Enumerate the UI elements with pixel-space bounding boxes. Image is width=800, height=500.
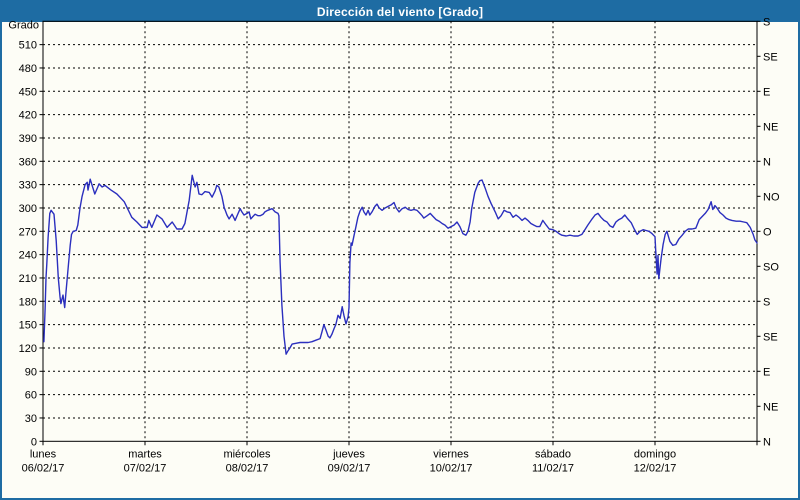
x-day-label: martes	[128, 448, 162, 460]
y-left-tick-label: 360	[19, 156, 37, 168]
x-day-label: jueves	[332, 448, 365, 460]
x-day-label: miércoles	[223, 448, 271, 460]
chart-title-bar: Dirección del viento [Grado]	[2, 2, 798, 22]
wind-direction-series	[43, 174, 758, 355]
wind-direction-chart: 0 30 60 90 120 150 180 210 240 270 300 330 360 390 420…	[8, 16, 780, 474]
compass-label: N	[763, 436, 771, 448]
x-date-label: 10/02/17	[430, 462, 473, 474]
y-left-tick-label: 240	[19, 250, 37, 262]
y-left-tick-label: 180	[19, 296, 37, 308]
compass-label: S	[763, 16, 770, 28]
x-date-label: 12/02/17	[634, 462, 677, 474]
compass-label: NE	[763, 121, 778, 133]
compass-label: SO	[763, 261, 779, 273]
y-left-tick-label: 60	[25, 390, 37, 402]
y-left-tick-label: 480	[19, 63, 37, 75]
compass-label: S	[763, 296, 770, 308]
compass-label: O	[763, 226, 772, 238]
compass-label: E	[763, 366, 770, 378]
y-left-tick-label: 270	[19, 226, 37, 238]
y-left-tick-label: 420	[19, 110, 37, 122]
compass-label: E	[763, 86, 770, 98]
y-left-tick-label: 30	[25, 413, 37, 425]
x-day-label: domingo	[634, 448, 676, 460]
y-left-tick-label: 390	[19, 133, 37, 145]
y-left-tick-label: 330	[19, 180, 37, 192]
y-left-tick-label: 300	[19, 203, 37, 215]
y-left-tick-label: 150	[19, 320, 37, 332]
y-axis-title: Grado	[8, 19, 39, 31]
compass-label: N	[763, 156, 771, 168]
compass-label: SE	[763, 331, 778, 343]
y-left-tick-label: 120	[19, 343, 37, 355]
x-date-label: 08/02/17	[226, 462, 269, 474]
compass-label: NE	[763, 401, 778, 413]
compass-label: SE	[763, 51, 778, 63]
x-date-label: 09/02/17	[328, 462, 371, 474]
y-left-tick-label: 0	[31, 436, 37, 448]
y-left-tick-label: 510	[19, 40, 37, 52]
x-date-label: 07/02/17	[124, 462, 167, 474]
x-date-label: 11/02/17	[532, 462, 574, 474]
x-day-label: lunes	[30, 448, 57, 460]
y-left-tick-label: 90	[25, 366, 37, 378]
compass-label: NO	[763, 191, 780, 203]
chart-title: Dirección del viento [Grado]	[316, 5, 484, 19]
x-day-label: viernes	[433, 448, 469, 460]
y-left-tick-label: 210	[19, 273, 37, 285]
x-day-label: sábado	[535, 448, 571, 460]
x-date-label: 06/02/17	[22, 462, 65, 474]
y-left-tick-label: 450	[19, 86, 37, 98]
